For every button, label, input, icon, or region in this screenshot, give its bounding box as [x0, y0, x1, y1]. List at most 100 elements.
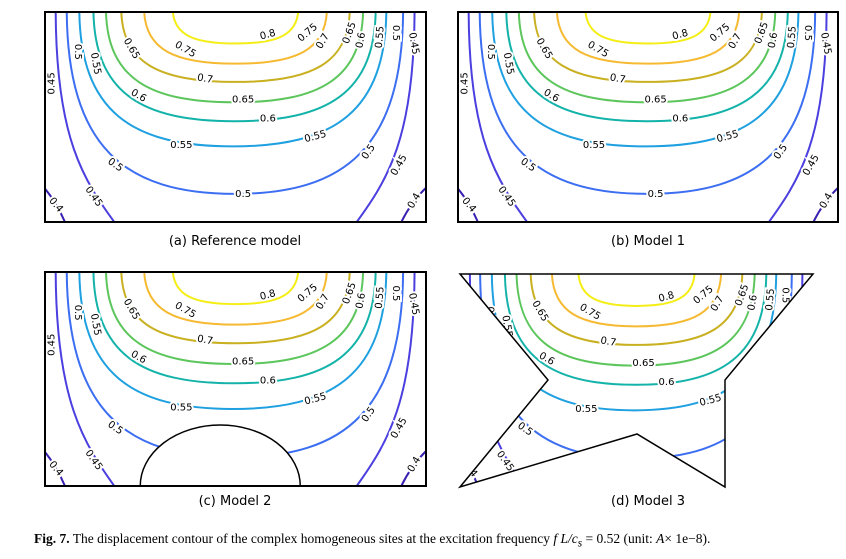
- contour-label: 0.4: [46, 196, 65, 215]
- contour-label: 0.4: [794, 456, 811, 475]
- contour-label: 0.7: [709, 294, 726, 313]
- contour-label: 0.6: [260, 114, 276, 125]
- contour-line-0.45: [764, 12, 828, 222]
- contour-label: 0.5: [802, 25, 813, 41]
- contour-label: 0.65: [232, 356, 254, 367]
- contour-label: 0.55: [575, 404, 597, 415]
- contour-line-0.5: [478, 12, 817, 195]
- contour-label: 0.55: [716, 129, 740, 145]
- panel-d-model-3: 0.80.750.750.70.70.650.650.650.60.60.60.…: [457, 273, 815, 509]
- contour-label: 0.45: [460, 72, 471, 94]
- contour-line-0.8: [171, 12, 300, 45]
- contour-label: 0.5: [105, 156, 124, 174]
- contour-line-0.65: [517, 12, 777, 104]
- contour-label: 0.45: [389, 153, 410, 178]
- contour-label: 0.45: [82, 185, 104, 210]
- contour-label: 0.6: [354, 292, 368, 310]
- contour-line-0.45: [352, 272, 416, 486]
- contour-line-0.75: [550, 274, 723, 328]
- domain-boundary: [457, 11, 839, 223]
- contour-label: 0.65: [121, 297, 142, 322]
- contour-label: 0.55: [583, 140, 605, 151]
- contour-label: 0.7: [609, 72, 627, 86]
- contour-label: 0.45: [778, 417, 799, 442]
- contour-label: 0.5: [105, 419, 124, 437]
- contour-label: 0.7: [196, 72, 214, 86]
- contour-line-0.45: [467, 12, 532, 222]
- contour-label: 0.55: [374, 286, 387, 309]
- contour-label: 0.6: [129, 87, 148, 104]
- contour-line-0.75: [143, 12, 328, 65]
- contour-label: 0.65: [644, 95, 666, 106]
- contour-label: 0.65: [534, 36, 555, 61]
- contour-line-0.55: [491, 12, 800, 148]
- contour-label: 0.45: [461, 335, 472, 357]
- contour-label: 0.5: [235, 189, 251, 200]
- contour-label: 0.5: [485, 44, 496, 60]
- contour-label: 0.65: [232, 95, 254, 106]
- contour-line-0.55: [78, 272, 388, 410]
- panel-b-model-1: 0.80.750.750.70.70.650.650.650.60.60.60.…: [457, 11, 839, 249]
- hill-boundary: [139, 424, 302, 487]
- contour-label: 0.4: [459, 196, 478, 215]
- contour-label: 0.75: [173, 39, 198, 60]
- contour-label: 0.5: [360, 142, 378, 161]
- domain-boundary: [44, 271, 427, 487]
- contour-label: 0.5: [772, 142, 790, 161]
- contour-label: 0.55: [374, 26, 387, 49]
- contour-label: 0.6: [672, 114, 688, 125]
- contour-label: 0.65: [121, 36, 142, 61]
- contour-label: 0.55: [698, 393, 722, 409]
- contour-label: 0.5: [515, 420, 534, 438]
- contour-label: 0.45: [818, 32, 833, 56]
- contour-label: 0.65: [632, 358, 654, 369]
- contour-label: 0.6: [659, 377, 675, 388]
- panel-c-model-2: 0.80.750.750.70.70.650.650.650.60.60.60.…: [44, 271, 427, 509]
- contour-line-0.6: [503, 274, 768, 386]
- contour-label: 0.6: [746, 294, 760, 312]
- contour-lines: [45, 12, 426, 222]
- contour-line-0.5: [65, 12, 405, 195]
- contour-label: 0.5: [72, 305, 83, 321]
- contour-label: 0.5: [72, 44, 83, 60]
- contour-line-0.65: [104, 272, 365, 366]
- contour-label: 0.5: [390, 285, 401, 301]
- contour-line-0.4: [45, 446, 68, 486]
- contour-label: 0.55: [170, 140, 192, 151]
- contour-line-0.75: [143, 272, 328, 326]
- contour-label: 0.6: [260, 376, 276, 387]
- contour-label: 0.7: [314, 32, 331, 51]
- contour-label: 0.5: [636, 453, 652, 464]
- panel-a-reference-model: 0.80.750.750.70.70.650.650.650.60.60.60.…: [44, 11, 427, 249]
- contour-label: 0.55: [303, 129, 327, 145]
- contour-lines: [458, 12, 838, 222]
- contour-line-0.4: [458, 183, 481, 222]
- contour-label: 0.55: [303, 391, 327, 407]
- domain-boundary: [457, 273, 815, 489]
- contour-label: 0.45: [406, 32, 421, 56]
- contour-line-0.4: [810, 183, 838, 222]
- contour-line-0.7: [120, 272, 351, 345]
- contour-label: 0.7: [727, 32, 744, 51]
- contour-label: 0.75: [585, 39, 610, 60]
- contour-labels: 0.80.750.750.70.70.650.650.650.60.60.60.…: [460, 281, 813, 482]
- contour-line-0.8: [584, 12, 712, 45]
- panel-caption: (c) Model 2: [199, 494, 272, 509]
- contour-label: 0.7: [196, 334, 214, 348]
- contour-label: 0.4: [461, 460, 480, 479]
- contour-line-0.55: [78, 12, 388, 148]
- panel-caption: (d) Model 3: [611, 494, 685, 509]
- contour-labels: 0.80.750.750.70.70.650.650.650.60.60.60.…: [45, 19, 425, 217]
- domain-boundary: [44, 11, 427, 223]
- contour-label: 0.5: [751, 406, 769, 425]
- contour-line-0.6: [92, 272, 377, 385]
- contour-label: 0.5: [360, 405, 378, 424]
- contour-label: 0.6: [767, 32, 781, 50]
- contour-line-0.6: [505, 12, 789, 123]
- contour-line-0.7: [120, 12, 351, 83]
- contour-line-0.4: [398, 446, 426, 486]
- contour-label: 0.5: [390, 25, 401, 41]
- contour-line-0.6: [92, 12, 377, 123]
- contour-line-0.45: [54, 12, 119, 222]
